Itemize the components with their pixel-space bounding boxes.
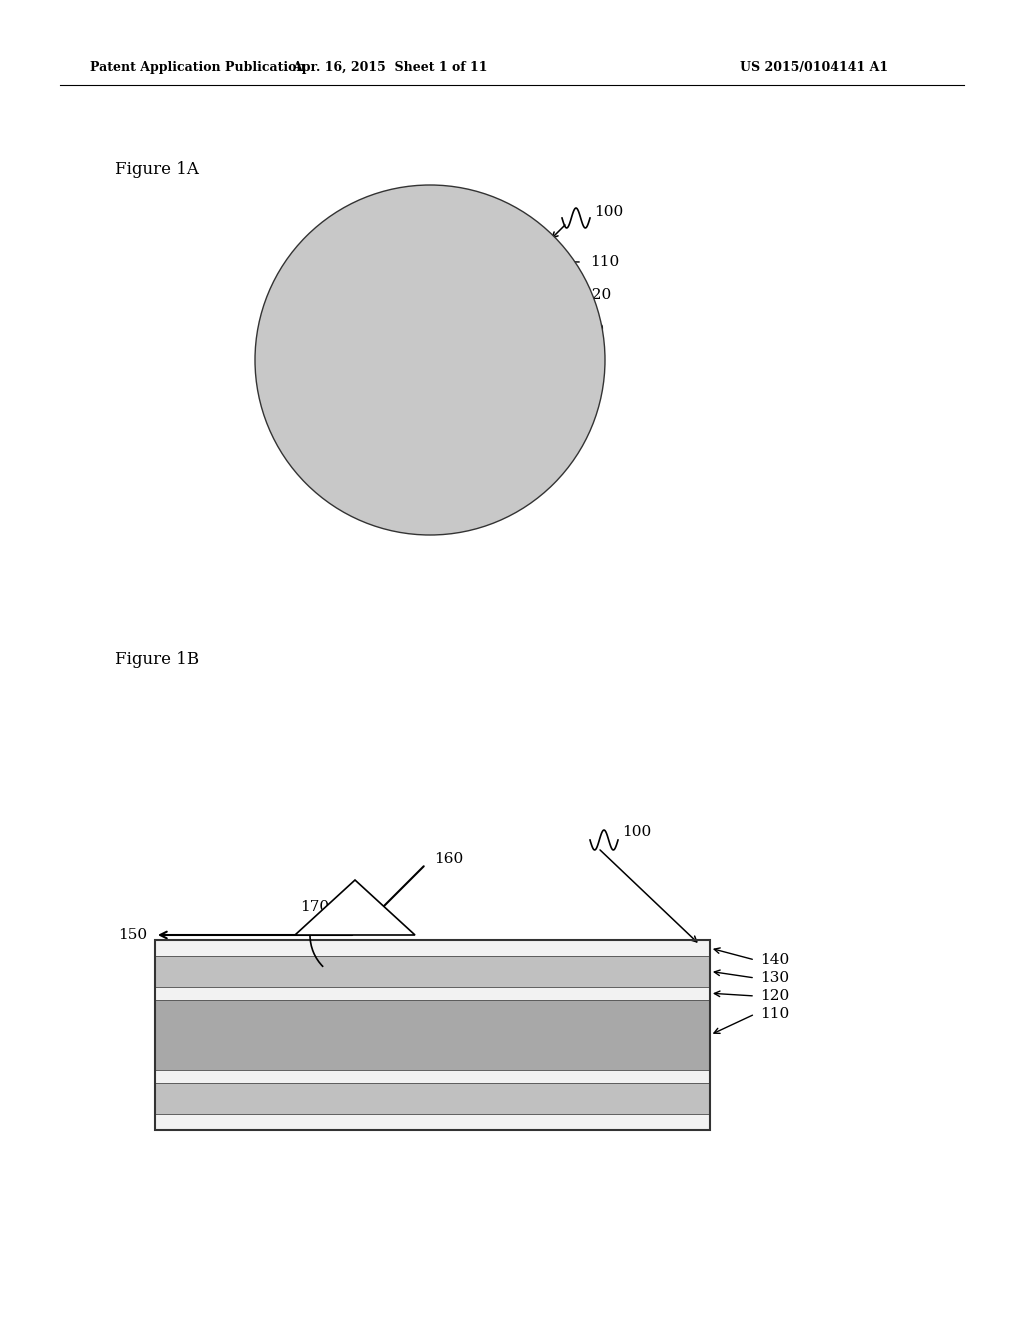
Text: Figure 1A: Figure 1A xyxy=(115,161,199,178)
Polygon shape xyxy=(295,880,415,935)
Text: 130: 130 xyxy=(760,972,790,985)
Text: Figure 1B: Figure 1B xyxy=(115,652,199,668)
Text: Apr. 16, 2015  Sheet 1 of 11: Apr. 16, 2015 Sheet 1 of 11 xyxy=(292,62,487,74)
Bar xyxy=(155,956,710,986)
Text: 100: 100 xyxy=(622,825,651,840)
Text: 150: 150 xyxy=(118,928,147,942)
Circle shape xyxy=(255,185,605,535)
Bar xyxy=(155,999,710,1071)
Circle shape xyxy=(385,315,475,405)
Text: US 2015/0104141 A1: US 2015/0104141 A1 xyxy=(740,62,888,74)
Bar xyxy=(155,986,710,999)
Text: 110: 110 xyxy=(590,255,620,269)
Text: 110: 110 xyxy=(760,1007,790,1020)
Text: 120: 120 xyxy=(760,989,790,1003)
Bar xyxy=(155,1071,710,1084)
Text: Patent Application Publication: Patent Application Publication xyxy=(90,62,305,74)
Text: 120: 120 xyxy=(582,288,611,302)
Bar xyxy=(155,940,710,956)
Text: 160: 160 xyxy=(434,853,463,866)
Circle shape xyxy=(350,280,510,440)
Text: 170: 170 xyxy=(300,900,329,913)
Text: 100: 100 xyxy=(594,205,624,219)
Text: 140: 140 xyxy=(568,358,597,372)
Text: 130: 130 xyxy=(575,323,604,337)
Circle shape xyxy=(285,215,575,506)
Bar xyxy=(155,1114,710,1130)
Bar xyxy=(155,1084,710,1114)
Text: 140: 140 xyxy=(760,953,790,968)
Bar xyxy=(155,940,710,1130)
Circle shape xyxy=(315,246,545,475)
